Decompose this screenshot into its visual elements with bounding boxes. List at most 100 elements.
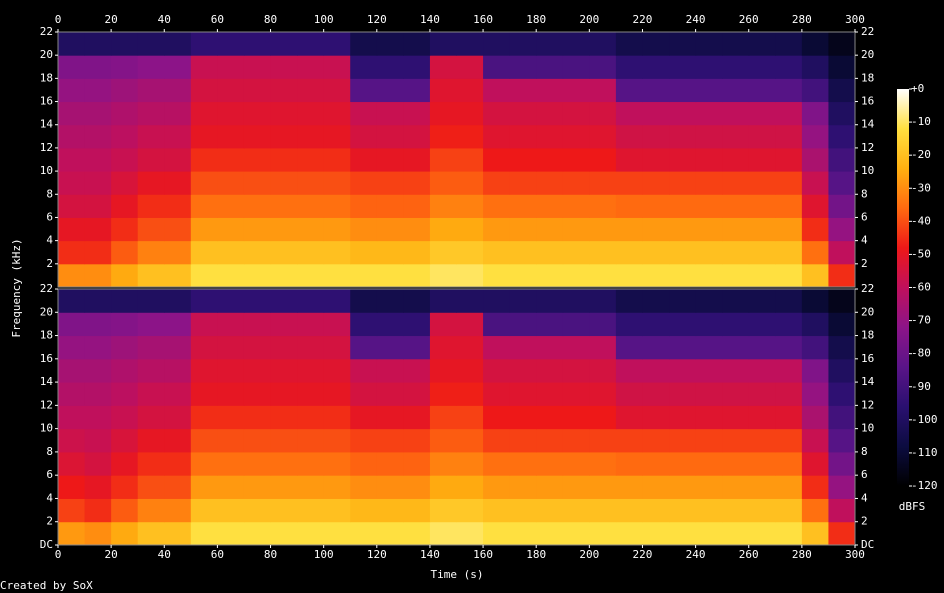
- spectrogram-cell: [536, 358, 564, 383]
- spectrogram-cell: [536, 335, 564, 360]
- spectrogram-cell: [111, 521, 139, 546]
- spectrogram-cell: [748, 124, 776, 149]
- spectrogram-cell: [456, 358, 484, 383]
- x-tick-label: 280: [792, 13, 812, 26]
- spectrogram-cell: [695, 405, 723, 430]
- spectrogram-cell: [669, 55, 697, 79]
- spectrogram-cell: [270, 382, 298, 406]
- spectrogram-cell: [137, 32, 165, 56]
- spectrogram-cell: [775, 382, 803, 406]
- spectrogram-cell: [669, 171, 697, 195]
- x-tick-label: 280: [792, 548, 812, 561]
- spectrogram-cell: [217, 32, 245, 56]
- spectrogram-cell: [323, 263, 351, 288]
- spectrogram-cell: [270, 78, 298, 103]
- spectrogram-cell: [562, 358, 590, 383]
- spectrogram-cell: [483, 382, 511, 406]
- spectrogram-cell: [456, 263, 484, 288]
- spectrogram-cell: [748, 451, 776, 476]
- spectrogram-cell: [190, 217, 218, 242]
- spectrogram-cell: [669, 335, 697, 360]
- colorbar-tick-label: -70: [911, 314, 931, 327]
- spectrogram-cell: [137, 335, 165, 360]
- spectrogram-cell: [748, 521, 776, 546]
- spectrogram-cell: [669, 147, 697, 172]
- x-tick-label: 300: [845, 13, 865, 26]
- spectrogram-cell: [748, 475, 776, 499]
- spectrogram-cell: [775, 147, 803, 172]
- spectrogram-cell: [748, 428, 776, 453]
- spectrogram-cell: [190, 521, 218, 546]
- spectrogram-cell: [775, 498, 803, 523]
- spectrogram-cell: [111, 217, 139, 242]
- spectrogram-cell: [323, 194, 351, 218]
- spectrogram-cell: [642, 428, 670, 453]
- spectrogram-cell: [748, 171, 776, 195]
- y-tick-label: 2: [46, 515, 53, 528]
- spectrogram-cell: [429, 101, 457, 126]
- spectrogram-cell: [722, 32, 750, 56]
- spectrogram-cell: [84, 289, 112, 313]
- spectrogram-cell: [483, 147, 511, 172]
- spectrogram-cell: [775, 263, 803, 288]
- spectrogram-cell: [243, 147, 272, 172]
- spectrogram-cell: [323, 171, 351, 195]
- x-tick-label: 300: [845, 548, 865, 561]
- spectrogram-cell: [376, 263, 404, 288]
- spectrogram-cell: [695, 312, 723, 337]
- spectrogram-cell: [217, 451, 245, 476]
- spectrogram-cell: [111, 171, 139, 195]
- spectrogram-cell: [58, 263, 86, 288]
- spectrogram-cell: [297, 521, 325, 546]
- spectrogram-cell: [615, 194, 643, 218]
- colorbar-tick-label: +0: [911, 82, 924, 95]
- spectrogram-cell: [828, 55, 856, 79]
- spectrogram-cell: [828, 263, 856, 288]
- spectrogram-cell: [84, 451, 112, 476]
- spectrogram-cell: [270, 217, 298, 242]
- y-tick-label: 4: [861, 234, 868, 247]
- spectrogram-cell: [350, 124, 378, 149]
- spectrogram-cell: [828, 147, 856, 172]
- spectrogram-cell: [615, 240, 643, 265]
- spectrogram-cell: [722, 451, 750, 476]
- spectrogram-cell: [376, 451, 404, 476]
- spectrogram-cell: [642, 55, 670, 79]
- spectrogram-cell: [536, 194, 564, 218]
- spectrogram-cell: [84, 240, 112, 265]
- spectrogram-cell: [164, 55, 192, 79]
- y-tick-label: 18: [861, 71, 874, 84]
- spectrogram-cell: [217, 147, 245, 172]
- spectrogram-cell: [828, 78, 856, 103]
- spectrogram-cell: [748, 240, 776, 265]
- spectrogram-cell: [562, 382, 590, 406]
- spectrogram-cell: [748, 78, 776, 103]
- spectrogram-cell: [828, 475, 856, 499]
- spectrogram-cell: [376, 335, 404, 360]
- spectrogram-cell: [536, 147, 564, 172]
- spectrogram-cell: [164, 475, 192, 499]
- spectrogram-cell: [190, 475, 218, 499]
- spectrogram-cell: [429, 32, 457, 56]
- spectrogram-cell: [828, 101, 856, 126]
- spectrogram-cell: [111, 263, 139, 288]
- spectrogram-cell: [801, 101, 829, 126]
- spectrogram-cell: [748, 32, 776, 56]
- spectrogram-cell: [775, 171, 803, 195]
- spectrogram-cell: [456, 405, 484, 430]
- spectrogram-cell: [722, 147, 750, 172]
- spectrogram-cell: [828, 240, 856, 265]
- spectrogram-cell: [243, 32, 272, 56]
- spectrogram-cell: [403, 217, 431, 242]
- spectrogram-cell: [828, 124, 856, 149]
- spectrogram-cell: [297, 428, 325, 453]
- spectrogram-cell: [642, 124, 670, 149]
- spectrogram-cell: [297, 335, 325, 360]
- y-tick-label: 14: [40, 375, 54, 388]
- spectrogram-cell: [642, 289, 670, 313]
- spectrogram-cell: [722, 240, 750, 265]
- spectrogram-cell: [111, 382, 139, 406]
- spectrogram-cell: [562, 312, 590, 337]
- spectrogram-cell: [137, 289, 165, 313]
- spectrogram-cell: [669, 312, 697, 337]
